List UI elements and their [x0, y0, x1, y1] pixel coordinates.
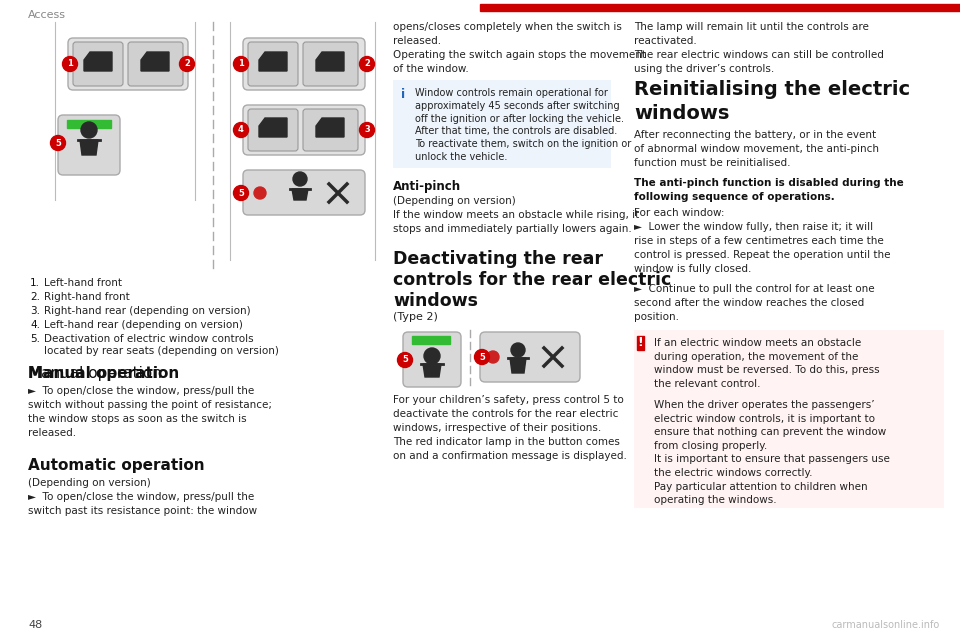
Text: opens/closes completely when the switch is
released.
Operating the switch again : opens/closes completely when the switch …	[393, 22, 646, 74]
Circle shape	[233, 56, 249, 72]
Text: 5.: 5.	[30, 334, 40, 344]
Circle shape	[51, 136, 65, 150]
Circle shape	[233, 122, 249, 138]
Text: 2: 2	[364, 60, 370, 68]
Text: ►  Lower the window fully, then raise it; it will
rise in steps of a few centime: ► Lower the window fully, then raise it;…	[634, 222, 891, 274]
Circle shape	[81, 122, 97, 138]
Text: Reinitialising the electric: Reinitialising the electric	[634, 80, 910, 99]
Text: Anti-pinch: Anti-pinch	[393, 180, 461, 193]
Text: located by rear seats (depending on version): located by rear seats (depending on vers…	[44, 346, 278, 356]
Circle shape	[474, 349, 490, 365]
FancyBboxPatch shape	[128, 42, 183, 86]
Polygon shape	[141, 52, 169, 71]
FancyBboxPatch shape	[243, 170, 365, 215]
Polygon shape	[259, 52, 287, 71]
FancyBboxPatch shape	[58, 115, 120, 175]
Text: Access: Access	[28, 10, 66, 20]
Polygon shape	[259, 118, 287, 137]
Text: For your children’s safety, press control 5 to
deactivate the controls for the r: For your children’s safety, press contro…	[393, 395, 627, 461]
FancyBboxPatch shape	[68, 38, 188, 90]
Text: windows: windows	[393, 292, 478, 310]
Polygon shape	[510, 358, 526, 373]
FancyBboxPatch shape	[243, 38, 365, 90]
Bar	[67, 120, 111, 128]
FancyBboxPatch shape	[248, 109, 298, 151]
Text: 4: 4	[238, 125, 244, 134]
Text: ►  To open/close the window, press/pull the
switch past its resistance point: th: ► To open/close the window, press/pull t…	[28, 492, 257, 516]
Bar	[637, 336, 644, 350]
FancyBboxPatch shape	[303, 109, 358, 151]
Bar	[480, 4, 960, 11]
FancyBboxPatch shape	[403, 332, 461, 387]
Polygon shape	[80, 140, 98, 155]
Text: 4.: 4.	[30, 320, 40, 330]
Text: (Depending on version): (Depending on version)	[393, 196, 516, 206]
Polygon shape	[316, 118, 344, 137]
Text: carmanualsonline.info: carmanualsonline.info	[831, 620, 940, 630]
Text: windows: windows	[634, 104, 730, 123]
Text: After reconnecting the battery, or in the event
of abnormal window movement, the: After reconnecting the battery, or in th…	[634, 130, 879, 168]
Text: 5: 5	[402, 355, 408, 365]
Text: Left-hand front: Left-hand front	[44, 278, 122, 288]
Text: Deactivating the rear: Deactivating the rear	[393, 250, 603, 268]
Text: Left-hand rear (depending on version): Left-hand rear (depending on version)	[44, 320, 243, 330]
Text: The lamp will remain lit until the controls are
reactivated.
The rear electric w: The lamp will remain lit until the contr…	[634, 22, 884, 74]
Text: 5: 5	[55, 138, 60, 147]
Text: 1: 1	[67, 60, 73, 68]
Text: For each window:: For each window:	[634, 208, 725, 218]
Text: Window controls remain operational for
approximately 45 seconds after switching
: Window controls remain operational for a…	[415, 88, 632, 162]
Circle shape	[511, 343, 525, 357]
Text: (Depending on version): (Depending on version)	[28, 478, 151, 488]
Bar	[412, 336, 450, 344]
Circle shape	[180, 56, 195, 72]
Text: !: !	[637, 337, 643, 349]
Text: 1: 1	[238, 60, 244, 68]
Text: Automatic operation: Automatic operation	[28, 458, 204, 473]
Circle shape	[233, 186, 249, 200]
Text: 2.: 2.	[30, 292, 40, 302]
FancyBboxPatch shape	[73, 42, 123, 86]
Circle shape	[254, 187, 266, 199]
Text: The anti-pinch function is disabled during the
following sequence of operations.: The anti-pinch function is disabled duri…	[634, 178, 903, 202]
Circle shape	[397, 353, 413, 367]
Circle shape	[359, 56, 374, 72]
Bar	[393, 80, 611, 168]
FancyBboxPatch shape	[303, 42, 358, 86]
Text: If an electric window meets an obstacle
during operation, the movement of the
wi: If an electric window meets an obstacle …	[654, 338, 879, 388]
Text: 2: 2	[184, 60, 190, 68]
FancyBboxPatch shape	[248, 42, 298, 86]
Text: 3: 3	[364, 125, 370, 134]
Text: If the window meets an obstacle while rising, it
stops and immediately partially: If the window meets an obstacle while ri…	[393, 210, 639, 234]
Polygon shape	[316, 52, 344, 71]
Bar	[634, 330, 944, 508]
Polygon shape	[423, 364, 441, 377]
Text: ►  Continue to pull the control for at least one
second after the window reaches: ► Continue to pull the control for at le…	[634, 284, 875, 322]
Text: (Type 2): (Type 2)	[393, 312, 438, 322]
Circle shape	[359, 122, 374, 138]
Text: When the driver operates the passengers’
electric window controls, it is importa: When the driver operates the passengers’…	[654, 400, 890, 505]
Text: 3.: 3.	[30, 306, 40, 316]
Circle shape	[424, 348, 440, 364]
Polygon shape	[84, 52, 112, 71]
Text: Deactivation of electric window controls: Deactivation of electric window controls	[44, 334, 253, 344]
Text: i: i	[401, 88, 405, 101]
Circle shape	[487, 351, 499, 363]
Text: 5: 5	[479, 353, 485, 362]
Text: Manual operation: Manual operation	[28, 366, 162, 381]
Text: Manual operation: Manual operation	[28, 366, 180, 381]
Circle shape	[62, 56, 78, 72]
Circle shape	[293, 172, 307, 186]
Text: controls for the rear electric: controls for the rear electric	[393, 271, 671, 289]
Text: 48: 48	[28, 620, 42, 630]
FancyBboxPatch shape	[480, 332, 580, 382]
Text: Right-hand front: Right-hand front	[44, 292, 130, 302]
Polygon shape	[292, 189, 308, 200]
Text: ►  To open/close the window, press/pull the
switch without passing the point of : ► To open/close the window, press/pull t…	[28, 386, 272, 438]
FancyBboxPatch shape	[243, 105, 365, 155]
Text: Right-hand rear (depending on version): Right-hand rear (depending on version)	[44, 306, 251, 316]
Text: 1.: 1.	[30, 278, 40, 288]
Text: 5: 5	[238, 189, 244, 198]
